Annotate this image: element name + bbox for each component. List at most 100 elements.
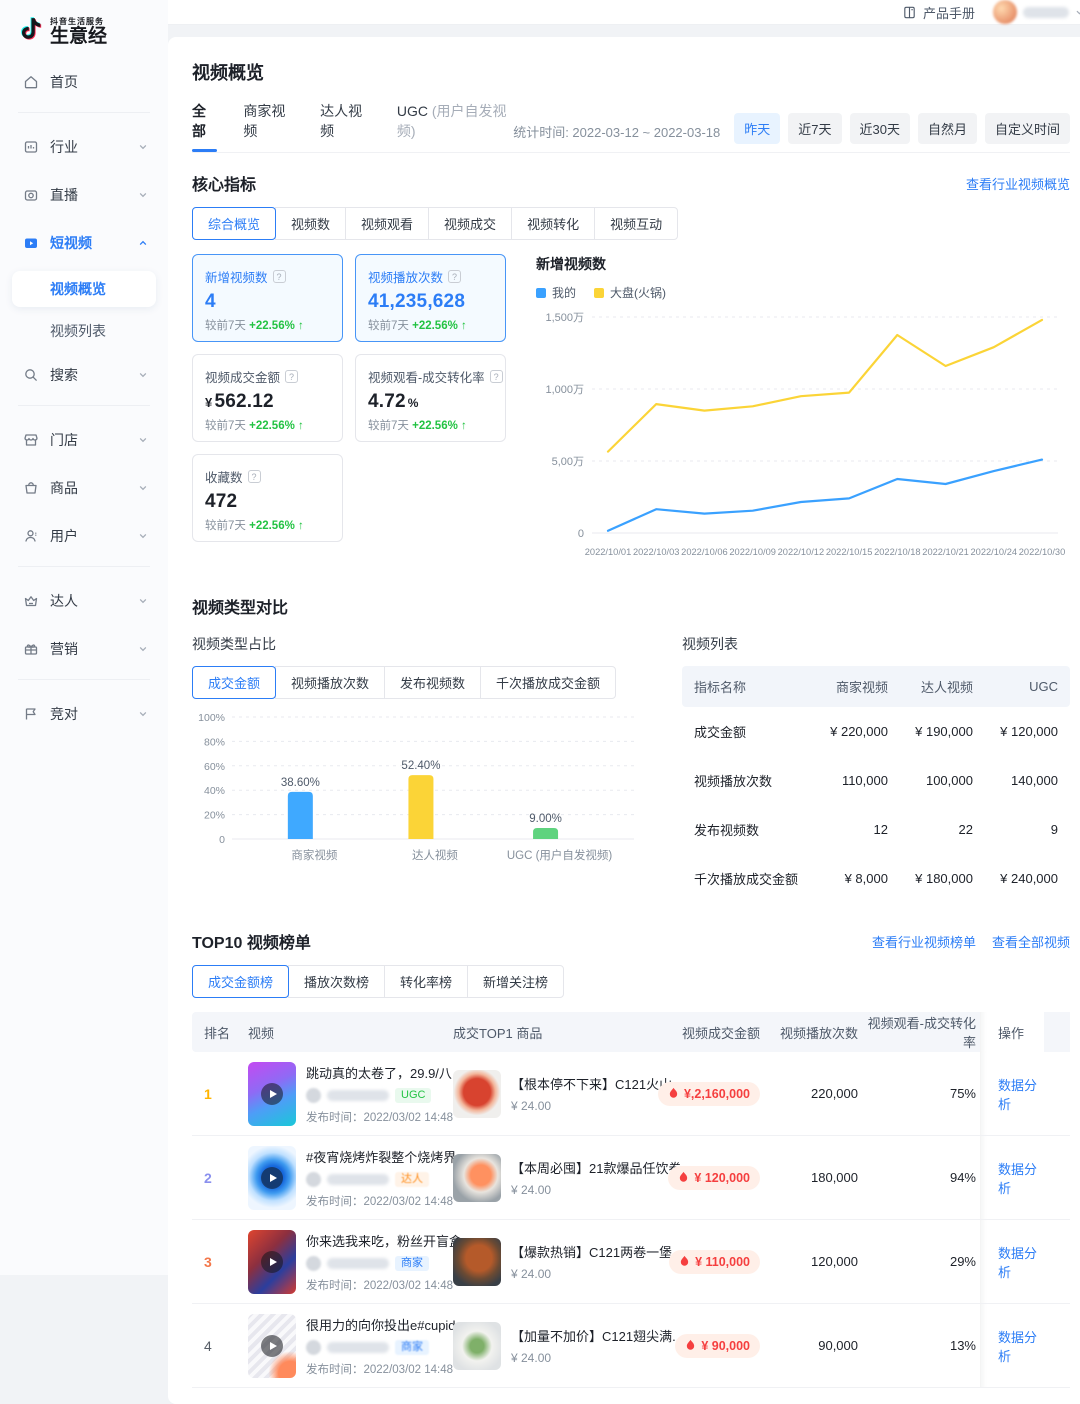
sidebar-item-goods[interactable]: 商品 xyxy=(12,468,156,508)
sidebar-item-competitor[interactable]: 竞对 xyxy=(12,694,156,734)
svg-text:38.60%: 38.60% xyxy=(281,777,320,789)
tab-merchant-video[interactable]: 商家视频 xyxy=(243,103,286,139)
industry-overview-link[interactable]: 查看行业视频概览 xyxy=(965,176,1070,192)
tab-play-count[interactable]: 视频播放次数 xyxy=(275,666,386,699)
product-price: ¥ 24.00 xyxy=(511,1267,552,1281)
type-share-subtitle: 视频类型占比 xyxy=(192,636,276,652)
data-analysis-link[interactable]: 数据分析 xyxy=(998,1077,1038,1112)
tab-video-count[interactable]: 视频数 xyxy=(275,207,347,240)
user-menu[interactable] xyxy=(993,0,1080,24)
product-thumbnail[interactable] xyxy=(453,1237,501,1286)
video-title[interactable]: #夜宵烧烤炸裂整个烧烤界 xyxy=(306,1149,457,1165)
svg-text:2022/10/30: 2022/10/30 xyxy=(1019,547,1066,557)
video-thumbnail[interactable] xyxy=(248,1061,296,1126)
tab-deal-amount[interactable]: 成交金额 xyxy=(192,666,277,699)
tab-cvr-rank[interactable]: 转化率榜 xyxy=(384,965,469,998)
sidebar-item-short-video[interactable]: 短视频 xyxy=(12,223,156,263)
trend-chart-title: 新增视频数 xyxy=(536,256,606,272)
svg-text:2022/10/03: 2022/10/03 xyxy=(633,547,680,557)
author-avatar xyxy=(306,1255,321,1271)
right-region: 产品手册 视频概览 全部 商家视频 达人视频 UGC (用户自发视频) 统计时间… xyxy=(168,0,1080,1404)
chart-legend: 我的 大盘(火锅) xyxy=(536,284,1070,301)
tab-overview[interactable]: 综合概览 xyxy=(192,207,277,240)
tab-video-views[interactable]: 视频观看 xyxy=(345,207,430,240)
tab-video-engagement[interactable]: 视频互动 xyxy=(594,207,679,240)
product-thumbnail[interactable] xyxy=(453,1069,501,1118)
play-icon xyxy=(261,1250,283,1273)
tab-gmv-per-1k-plays[interactable]: 千次播放成交金额 xyxy=(480,666,617,699)
rank-value: 4 xyxy=(204,1337,212,1354)
svg-text:40%: 40% xyxy=(204,785,225,797)
chevron-up-icon xyxy=(138,238,148,248)
industry-rank-link[interactable]: 查看行业视频榜单 xyxy=(871,934,976,950)
video-title[interactable]: 跳动真的太卷了，29.9/八... xyxy=(306,1065,463,1081)
help-icon[interactable]: ? xyxy=(489,370,503,383)
rank-value: 1 xyxy=(204,1085,212,1102)
range-month-button[interactable]: 自然月 xyxy=(917,113,977,144)
sidebar-item-marketing[interactable]: 营销 xyxy=(12,629,156,669)
tab-all[interactable]: 全部 xyxy=(192,101,218,152)
tab-ugc[interactable]: UGC (用户自发视频) xyxy=(396,103,507,139)
video-thumbnail[interactable] xyxy=(248,1145,296,1210)
sidebar-item-video-list[interactable]: 视频列表 xyxy=(12,313,156,349)
video-thumbnail[interactable] xyxy=(248,1229,296,1294)
sidebar-item-talent[interactable]: 达人 xyxy=(12,581,156,621)
help-icon[interactable]: ? xyxy=(272,270,286,283)
tab-talent-video[interactable]: 达人视频 xyxy=(320,103,363,139)
tab-published-count[interactable]: 发布视频数 xyxy=(384,666,482,699)
page-title: 视频概览 xyxy=(192,63,264,83)
data-analysis-link[interactable]: 数据分析 xyxy=(998,1329,1038,1364)
metric-card-new-videos[interactable]: 新增视频数? 4 较前7天 +22.56% ↑ xyxy=(192,254,343,342)
sidebar-item-label: 直播 xyxy=(50,186,78,203)
up-arrow-icon: ↑ xyxy=(298,420,304,432)
svg-text:2022/10/01: 2022/10/01 xyxy=(585,547,632,557)
all-videos-link[interactable]: 查看全部视频 xyxy=(991,934,1070,950)
data-analysis-link[interactable]: 数据分析 xyxy=(998,1161,1038,1196)
sidebar-item-label: 首页 xyxy=(50,73,78,90)
product-manual-button[interactable]: 产品手册 xyxy=(902,3,975,22)
sidebar-item-search[interactable]: 搜索 xyxy=(12,355,156,395)
video-tag: 商家 xyxy=(395,1339,429,1355)
product-thumbnail[interactable] xyxy=(453,1153,501,1202)
help-icon[interactable]: ? xyxy=(247,470,261,483)
play-icon xyxy=(261,1334,283,1357)
tab-video-conversion[interactable]: 视频转化 xyxy=(511,207,596,240)
legend-mine[interactable]: 我的 xyxy=(536,284,576,301)
basket-icon xyxy=(22,480,40,496)
svg-text:2022/10/09: 2022/10/09 xyxy=(729,547,776,557)
help-icon[interactable]: ? xyxy=(285,370,299,383)
col-amount: 视频成交金额 xyxy=(681,1025,760,1041)
sidebar-item-video-overview[interactable]: 视频概览 xyxy=(12,270,156,307)
metric-card-video-plays[interactable]: 视频播放次数? 41,235,628 较前7天 +22.56% ↑ xyxy=(355,254,506,342)
col-video: 视频 xyxy=(248,1025,275,1041)
range-30d-button[interactable]: 近30天 xyxy=(849,113,910,144)
metric-card-deal-amount[interactable]: 视频成交金额? ¥562.12 较前7天 +22.56% ↑ xyxy=(192,354,343,442)
help-icon[interactable]: ? xyxy=(448,270,462,283)
range-yesterday-button[interactable]: 昨天 xyxy=(734,113,781,144)
range-custom-button[interactable]: 自定义时间 xyxy=(984,113,1070,144)
tab-amount-rank[interactable]: 成交金额榜 xyxy=(192,965,290,998)
top10-row-3: 3 你来选我来吃，粉丝开盲盒... 商家 发布时间：2022/03/02 14:… xyxy=(192,1220,1070,1304)
range-7d-button[interactable]: 近7天 xyxy=(788,113,842,144)
metric-value: 472 xyxy=(205,491,238,512)
sidebar-item-users[interactable]: 用户 xyxy=(12,516,156,556)
sidebar-item-home[interactable]: 首页 xyxy=(12,62,156,102)
video-title[interactable]: 很用力的向你投出e#cupid... xyxy=(306,1317,467,1333)
tab-follow-rank[interactable]: 新增关注榜 xyxy=(467,965,565,998)
sidebar-item-store[interactable]: 门店 xyxy=(12,420,156,460)
video-title[interactable]: 你来选我来吃，粉丝开盲盒... xyxy=(306,1233,473,1249)
sidebar-item-live[interactable]: 直播 xyxy=(12,175,156,215)
product-title[interactable]: 【爆款热销】C121两卷一堡 xyxy=(511,1245,673,1260)
svg-text:2022/10/24: 2022/10/24 xyxy=(971,547,1018,557)
svg-text:2022/10/06: 2022/10/06 xyxy=(681,547,728,557)
sidebar-item-industry[interactable]: 行业 xyxy=(12,127,156,167)
video-thumbnail[interactable] xyxy=(248,1313,296,1378)
legend-market[interactable]: 大盘(火锅) xyxy=(594,284,666,301)
search-icon xyxy=(22,367,40,383)
metric-card-view-cvr[interactable]: 视频观看-成交转化率? 4.72% 较前7天 +22.56% ↑ xyxy=(355,354,506,442)
product-thumbnail[interactable] xyxy=(453,1321,501,1370)
video-list-panel: 视频列表 指标名称 商家视频 达人视频 UGC 成交金额 ¥ 220,000 ¥ 1… xyxy=(682,630,1070,903)
metric-card-favorites[interactable]: 收藏数? 472 较前7天 +22.56% ↑ xyxy=(192,454,343,542)
tab-plays-rank[interactable]: 播放次数榜 xyxy=(288,965,386,998)
tab-video-deals[interactable]: 视频成交 xyxy=(428,207,513,240)
